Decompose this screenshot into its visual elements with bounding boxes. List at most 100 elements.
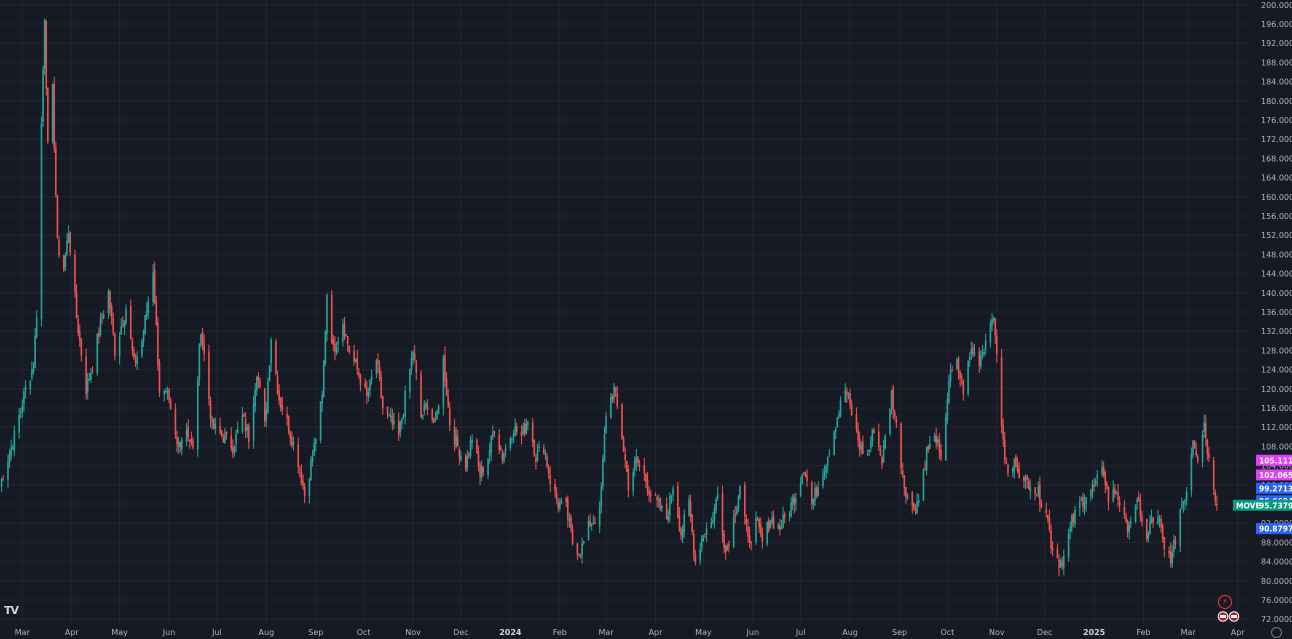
candle <box>413 345 416 362</box>
candle-body <box>989 323 992 343</box>
candle-body <box>922 469 925 501</box>
candle-body <box>343 323 346 337</box>
candle-body <box>689 501 692 517</box>
y-tick-label: 184.0000 <box>1261 78 1292 87</box>
candle-body <box>203 342 205 354</box>
candle-body <box>413 353 416 360</box>
candle <box>144 314 146 336</box>
candle <box>354 358 357 363</box>
candle-body <box>255 376 258 392</box>
x-tick-label: Jun <box>162 628 176 637</box>
candle <box>633 456 636 477</box>
candle-body <box>259 380 261 388</box>
candle-body <box>967 361 969 394</box>
candle-body <box>745 519 748 524</box>
candle <box>656 495 658 508</box>
candle <box>1037 481 1040 498</box>
candle <box>112 312 115 336</box>
candle-body <box>420 373 422 418</box>
candle <box>825 463 827 479</box>
candle <box>501 449 504 465</box>
candle <box>1203 414 1205 438</box>
candle <box>747 518 749 543</box>
x-tick-label: Mar <box>599 628 615 637</box>
candle <box>1048 509 1051 533</box>
candle <box>198 343 201 386</box>
candle <box>946 392 949 425</box>
candle-body <box>342 324 344 342</box>
candle <box>13 425 16 457</box>
candle-body <box>870 442 872 449</box>
candle-body <box>1139 499 1142 517</box>
candle <box>645 472 647 489</box>
candle <box>1013 458 1016 479</box>
candle-body <box>877 431 880 448</box>
candle <box>62 255 65 273</box>
gear-icon[interactable] <box>1271 627 1282 638</box>
lightning-icon[interactable]: ⚡ <box>1218 595 1232 609</box>
candle-body <box>603 434 606 462</box>
candle <box>661 505 663 512</box>
candle <box>254 383 256 413</box>
candle <box>437 404 440 415</box>
candle-body <box>1163 537 1166 550</box>
candle <box>187 419 189 442</box>
candle-body <box>125 308 127 324</box>
candle <box>1201 430 1204 468</box>
candle <box>632 467 634 497</box>
time-axis[interactable]: Mar Apr May Jun Jul Aug Sep Oct Nov Dec 2024 Feb Mar… <box>15 628 1245 637</box>
candle <box>1185 487 1188 506</box>
candle <box>64 252 67 271</box>
candle-body <box>895 419 898 424</box>
candle <box>610 392 612 420</box>
economic-events-icon[interactable] <box>1217 611 1241 622</box>
candle-body <box>145 310 148 317</box>
candle-body <box>468 454 470 456</box>
candle <box>1059 558 1062 568</box>
candle-body <box>308 478 311 496</box>
candle <box>788 510 791 522</box>
candle <box>314 437 317 452</box>
candle <box>531 418 534 448</box>
price-label: 99.2713 <box>1256 482 1292 494</box>
candle <box>102 309 105 320</box>
candle-body <box>56 195 59 238</box>
candle-body <box>477 451 480 466</box>
candle <box>511 437 513 445</box>
candle-body <box>659 498 662 510</box>
candle-body <box>744 484 746 517</box>
candle-body <box>469 440 472 457</box>
candle-body <box>220 430 223 436</box>
candle-body <box>158 362 161 393</box>
candle <box>748 526 751 549</box>
candle <box>917 493 920 507</box>
candle <box>421 414 424 420</box>
candle <box>613 382 615 404</box>
x-tick-label: Dec <box>453 628 468 637</box>
candle <box>739 485 741 500</box>
candle-body <box>804 472 807 478</box>
candle-body <box>40 123 43 320</box>
candle <box>994 318 997 345</box>
price-label-text: 105.1118 <box>1259 456 1292 465</box>
tradingview-logo[interactable]: TV <box>4 604 19 617</box>
candle <box>1082 492 1084 513</box>
candle-body <box>1141 516 1143 522</box>
candle <box>278 383 280 406</box>
candle <box>185 423 188 446</box>
candle <box>1141 510 1143 527</box>
y-tick-label: 156.0000 <box>1261 212 1292 221</box>
candle <box>98 327 100 344</box>
candle <box>155 295 158 326</box>
candle <box>1011 466 1014 478</box>
candle-body <box>825 466 827 472</box>
candle <box>169 397 172 411</box>
candle-body <box>1058 559 1060 568</box>
candle-body <box>547 467 550 474</box>
candle <box>2 475 4 481</box>
candle <box>951 365 953 372</box>
price-axis[interactable]: 72.000076.000080.000084.000088.000092.00… <box>1261 1 1292 624</box>
candle-body <box>538 446 540 448</box>
candle <box>114 332 116 361</box>
